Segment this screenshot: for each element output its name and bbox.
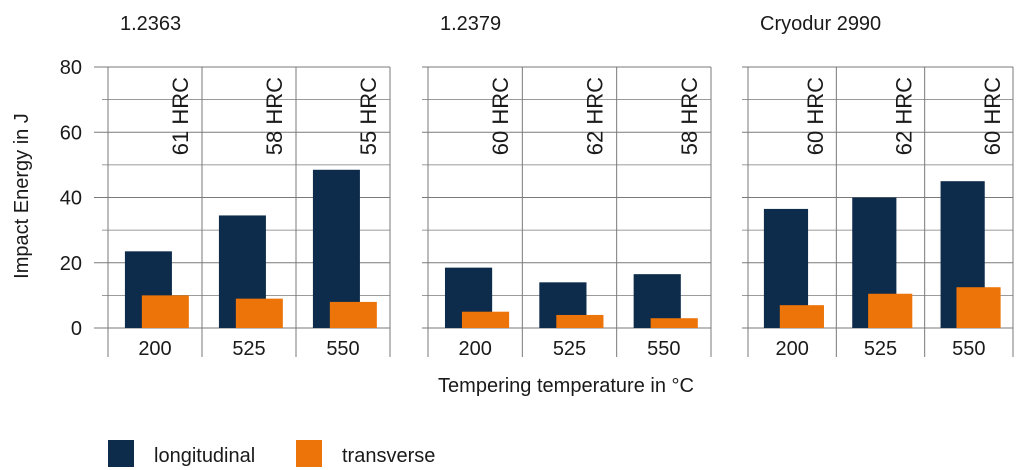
y-tick-label: 20 [60, 253, 82, 275]
x-tick-label: 525 [553, 338, 586, 360]
y-tick-label: 0 [71, 318, 82, 340]
hardness-label: 60 HRC [980, 77, 1005, 155]
bar-transverse [779, 305, 824, 328]
x-tick-label: 550 [647, 338, 680, 360]
hardness-label: 60 HRC [803, 77, 828, 155]
x-tick-label: 200 [138, 338, 171, 360]
bar-transverse [956, 287, 1001, 328]
x-tick-label: 525 [864, 338, 897, 360]
x-tick-label: 550 [326, 338, 359, 360]
hardness-label: 58 HRC [677, 77, 702, 155]
x-tick-label: 200 [458, 338, 491, 360]
y-tick-label: 40 [60, 188, 82, 210]
bar-transverse [141, 295, 189, 328]
bar-transverse [461, 311, 510, 328]
hardness-label: 58 HRC [262, 77, 287, 155]
legend-label-longitudinal: longitudinal [154, 445, 255, 467]
legend-swatch-transverse [296, 440, 322, 467]
bar-layer [124, 169, 1001, 328]
y-tick-label: 80 [60, 57, 82, 79]
bar-transverse [868, 293, 913, 328]
legend: longitudinal transverse [108, 440, 435, 467]
legend-label-transverse: transverse [342, 445, 435, 467]
hardness-label: 62 HRC [891, 77, 916, 155]
y-axis-title: Impact Energy in J [11, 113, 33, 279]
y-tick-label: 60 [60, 122, 82, 144]
x-tick-label: 525 [232, 338, 265, 360]
x-tick-label: 550 [952, 338, 985, 360]
hardness-label: 61 HRC [168, 77, 193, 155]
hardness-label: 62 HRC [583, 77, 608, 155]
legend-swatch-longitudinal [108, 440, 134, 467]
bar-transverse [235, 298, 283, 328]
bar-transverse [329, 301, 377, 328]
hardness-label: 60 HRC [488, 77, 513, 155]
x-axis-title: Tempering temperature in °C [438, 375, 694, 397]
bar-longitudinal [312, 169, 360, 328]
x-tick-label: 200 [775, 338, 808, 360]
panel-title: 1.2363 [120, 13, 181, 35]
bar-transverse [650, 318, 698, 328]
panel-title: 1.2379 [440, 13, 501, 35]
text-layer: 0 20 40 60 80 1.2363 61 HRC 200 58 HRC 525 55 HRC 5… [60, 13, 1005, 360]
panel-title: Cryodur 2990 [760, 13, 881, 35]
bar-transverse [556, 314, 604, 328]
hardness-label: 55 HRC [356, 77, 381, 155]
